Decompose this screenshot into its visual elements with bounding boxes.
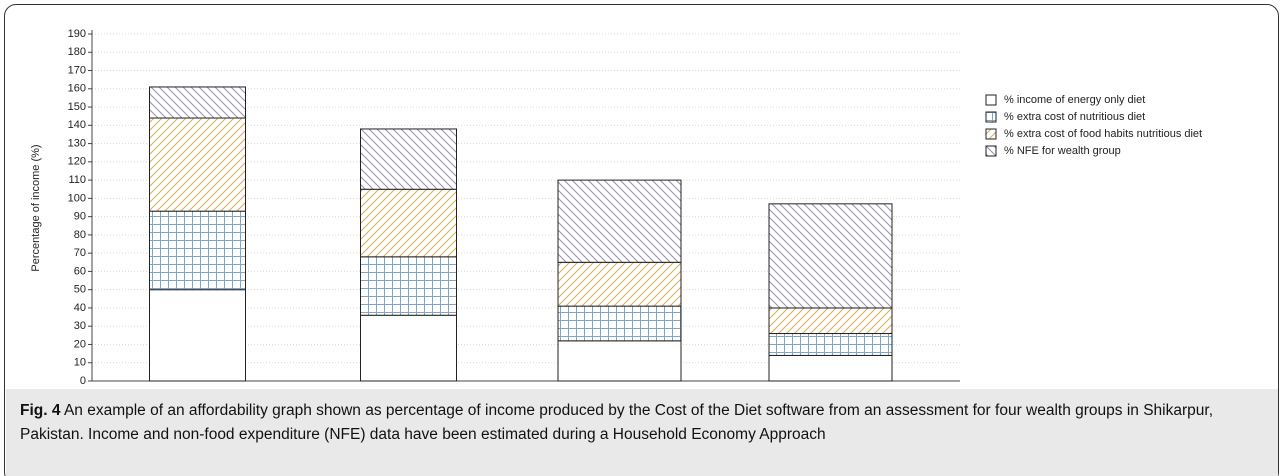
y-tick-label: 30 — [74, 320, 86, 332]
bar-segment — [360, 314, 457, 382]
y-tick-label: 120 — [68, 156, 86, 168]
bar-segment — [360, 188, 457, 258]
legend-swatch — [985, 111, 997, 123]
y-tick-label: 130 — [68, 137, 86, 149]
y-tick-label: 170 — [68, 64, 86, 76]
y-tick-label: 70 — [74, 247, 86, 259]
y-tick-label: 10 — [74, 357, 86, 369]
y-tick-label: 90 — [74, 211, 86, 223]
bar-segment — [149, 117, 246, 212]
legend-label: % extra cost of food habits nutritious d… — [1004, 128, 1202, 140]
caption: Fig. 4 An example of an affordability gr… — [6, 389, 1278, 476]
bar-segment — [557, 340, 682, 382]
bar-segment — [149, 86, 246, 119]
y-tick-label: 100 — [68, 192, 86, 204]
caption-label: Fig. 4 — [20, 402, 61, 419]
bar-segment — [557, 179, 682, 263]
bar-segment — [149, 289, 246, 382]
y-tick-label: 110 — [68, 174, 86, 186]
bar-segment — [768, 354, 893, 382]
y-tick-label: 190 — [68, 28, 86, 40]
y-tick-label: 150 — [68, 101, 86, 113]
y-tick-label: 20 — [74, 338, 86, 350]
bar-segment — [360, 128, 457, 190]
legend-swatch — [985, 94, 997, 106]
legend-swatch — [985, 128, 997, 140]
caption-text: An example of an affordability graph sho… — [20, 402, 1214, 443]
y-tick-label: 50 — [74, 284, 86, 296]
y-tick-label: 40 — [74, 302, 86, 314]
frame — [4, 4, 1279, 476]
legend-label: % NFE for wealth group — [1004, 145, 1121, 157]
bar-segment — [557, 305, 682, 342]
y-tick-label: 160 — [68, 83, 86, 95]
y-tick-label: 60 — [74, 265, 86, 277]
bar-segment — [149, 210, 246, 291]
legend-label: % extra cost of nutritious diet — [1004, 111, 1145, 123]
bar-segment — [768, 307, 893, 335]
bar-segment — [768, 333, 893, 356]
y-tick-label: 80 — [74, 229, 86, 241]
y-tick-label: 180 — [68, 46, 86, 58]
bar-segment — [557, 261, 682, 307]
chart: Percentage of income (%) 0 10 20 30 40 50 60 70… — [30, 28, 1202, 390]
y-axis-label: Percentage of income (%) — [30, 144, 42, 271]
bar-segment — [768, 203, 893, 309]
legend-swatch — [985, 145, 997, 157]
y-tick-label: 140 — [68, 119, 86, 131]
legend-label: % income of energy only diet — [1004, 94, 1145, 106]
y-tick-label: 0 — [80, 375, 86, 387]
bar-segment — [360, 256, 457, 316]
